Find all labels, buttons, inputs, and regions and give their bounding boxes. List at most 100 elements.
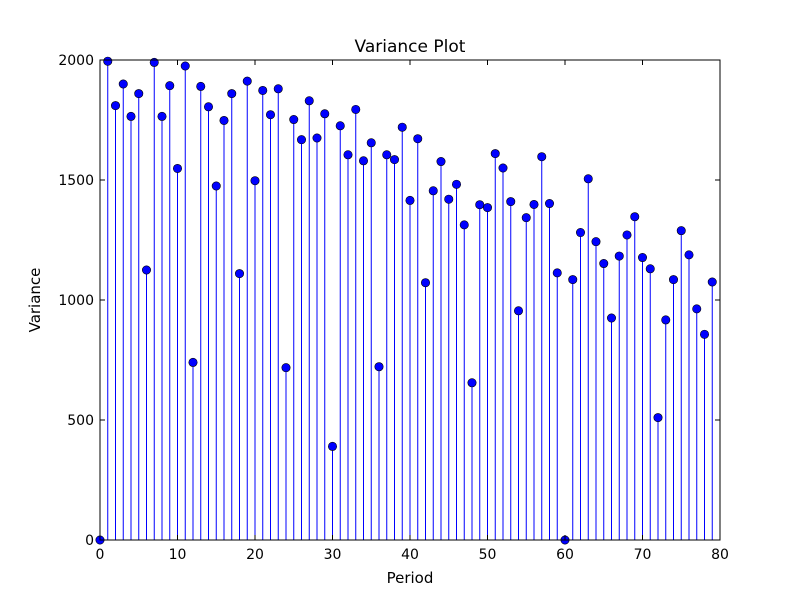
stem-marker [304,96,314,106]
stem-marker [204,102,214,112]
stem-marker [444,194,454,204]
stem-marker [351,104,361,114]
x-tick-label: 60 [556,547,574,563]
stem-marker [591,237,601,247]
y-tick-label: 500 [67,413,94,429]
stem-marker [142,265,152,275]
stem-marker [413,134,423,144]
stem-marker [436,157,446,167]
stem-marker [513,306,523,316]
stem-marker [343,150,353,160]
stem-marker [537,152,547,162]
stem-marker [684,250,694,260]
y-axis-ticks: 0 500 1000 1500 2000 [58,53,720,549]
x-tick-label: 0 [96,547,105,563]
stem-marker [265,110,275,120]
stem-marker [296,135,306,145]
x-tick-label: 20 [246,547,264,563]
stem-marker [467,378,477,388]
stem-marker [599,259,609,269]
stem-marker [173,163,183,173]
x-tick-label: 50 [479,547,497,563]
stem-marker [490,149,500,159]
stem-marker [134,89,144,99]
stem-marker [196,81,206,91]
stem-marker [482,203,492,213]
x-tick-label: 70 [634,547,652,563]
stem-marker [575,228,585,238]
y-axis-label: Variance [26,268,44,333]
stem-marker [645,264,655,274]
stem-marker [506,197,516,207]
stem-marker [630,212,640,222]
stem-marker [653,413,663,423]
stem-marker [281,363,291,373]
stem-marker [405,195,415,205]
y-tick-label: 0 [85,533,94,549]
stem-marker [273,84,283,94]
stem-marker [320,109,330,119]
stem-marker [568,275,578,285]
stem-marker [529,199,539,209]
stem-marker [428,186,438,196]
stem-marker [420,278,430,288]
stem-marker [118,79,128,89]
stem-marker [358,156,368,166]
stem-marker [475,200,485,210]
stem-marker [707,277,717,287]
stem-marker [614,251,624,261]
stem-marker [382,150,392,160]
x-tick-label: 30 [324,547,342,563]
stem-marker [374,362,384,372]
stem-marker [552,268,562,278]
stem-marker [235,269,245,279]
chart-title: Variance Plot [355,37,466,57]
stem-marker [521,213,531,223]
x-axis-ticks: 0 10 20 30 40 50 60 70 80 [96,60,729,563]
stem-marker [227,89,237,99]
stem-marker [692,304,702,314]
stem-marker [258,85,268,95]
stem-marker [451,179,461,189]
stem-marker [149,57,159,67]
stem-marker [335,121,345,131]
stem-markers [95,56,717,545]
stem-marker [397,122,407,132]
stem-marker [242,76,252,86]
stem-marker [389,155,399,165]
x-axis-label: Period [387,569,434,587]
stem-marker [366,138,376,148]
stem-marker [250,176,260,186]
y-tick-label: 2000 [58,53,94,69]
stem-marker [211,181,221,191]
stem-marker [699,329,709,339]
stem-marker [637,253,647,263]
stem-marker [219,115,229,125]
stem-lines [107,61,713,540]
stem-marker [111,101,121,111]
stem-marker [165,81,175,91]
stem-marker [498,163,508,173]
stem-marker [622,230,632,240]
stem-marker [606,313,616,323]
x-tick-label: 80 [711,547,729,563]
stem-marker [126,111,136,121]
stem-marker [180,61,190,71]
x-tick-label: 40 [401,547,419,563]
stem-marker [661,315,671,325]
stem-marker [668,275,678,285]
stem-marker [289,115,299,125]
stem-marker [312,133,322,143]
y-tick-label: 1000 [58,293,94,309]
stem-marker [583,174,593,184]
stem-marker [327,441,337,451]
y-tick-label: 1500 [58,173,94,189]
stem-marker [103,56,113,66]
stem-marker [544,199,554,209]
x-tick-label: 10 [169,547,187,563]
stem-marker [676,226,686,236]
stem-marker [188,357,198,367]
stem-marker [459,220,469,230]
stem-marker [157,111,167,121]
